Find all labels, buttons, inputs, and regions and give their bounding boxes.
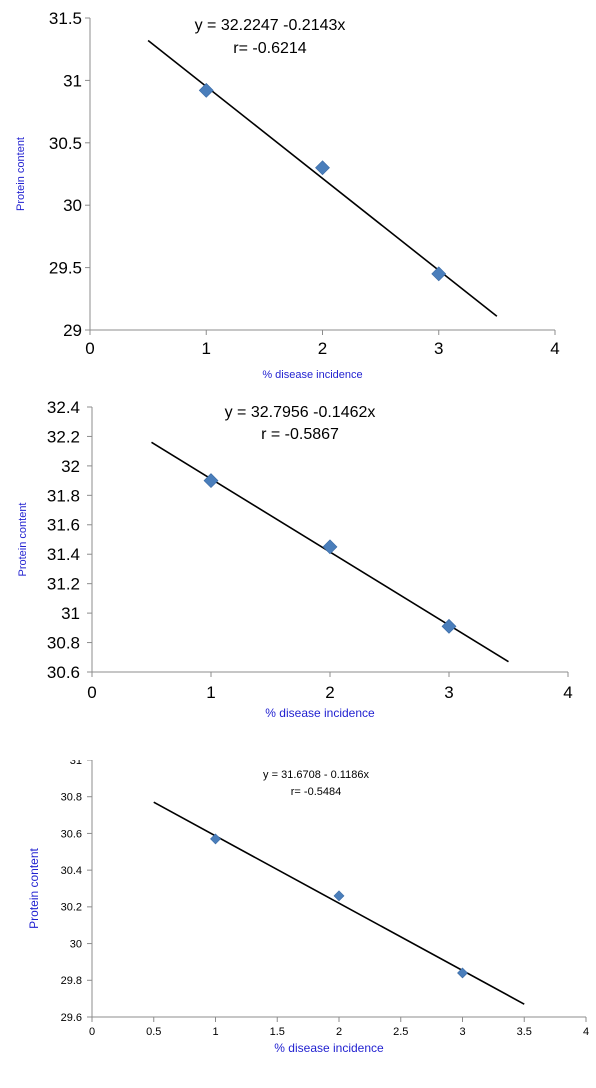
data-point bbox=[315, 160, 330, 176]
y-tick-label: 31 bbox=[70, 760, 82, 767]
y-tick-label: 31 bbox=[63, 71, 82, 90]
x-tick-label: 3 bbox=[444, 683, 453, 702]
y-tick-label: 31 bbox=[61, 604, 80, 623]
data-point bbox=[203, 473, 219, 489]
y-tick-label: 30 bbox=[70, 938, 82, 950]
x-axis-title: % disease incidence bbox=[262, 369, 362, 380]
y-axis-title: Protein content bbox=[27, 847, 41, 928]
y-tick-label: 30.4 bbox=[61, 865, 82, 877]
y-tick-label: 30 bbox=[63, 196, 82, 215]
y-tick-label: 30.8 bbox=[47, 634, 80, 653]
y-tick-label: 31.6 bbox=[47, 516, 80, 535]
y-tick-label: 31.8 bbox=[47, 486, 80, 505]
correlation-coefficient: r= -0.5484 bbox=[291, 786, 341, 798]
chart-1: 29 29.5 30 30.5 31 31.5 0 1 2 3 4 % disease inciden… bbox=[15, 9, 560, 380]
x-tick-label: 4 bbox=[583, 1026, 589, 1038]
data-point bbox=[210, 833, 221, 845]
y-tick-label: 30.6 bbox=[61, 828, 82, 840]
x-tick-label: 4 bbox=[550, 339, 559, 358]
y-axis-title: Protein content bbox=[17, 503, 29, 577]
regression-equation: y = 32.2247 -0.2143x bbox=[195, 17, 346, 34]
x-tick-label: 3 bbox=[459, 1026, 465, 1038]
data-point bbox=[431, 266, 447, 282]
y-tick-label: 31.4 bbox=[47, 545, 80, 564]
x-axis-title: % disease incidence bbox=[265, 706, 375, 720]
x-tick-label: 0.5 bbox=[146, 1026, 161, 1038]
x-tick-label: 1.5 bbox=[270, 1026, 285, 1038]
data-point bbox=[441, 618, 457, 634]
x-tick-label: 2 bbox=[325, 683, 334, 702]
x-tick-label: 0 bbox=[85, 339, 94, 358]
y-tick-label: 30.5 bbox=[49, 134, 82, 153]
x-tick-label: 1 bbox=[212, 1026, 218, 1038]
x-tick-label: 2.5 bbox=[393, 1026, 408, 1038]
y-tick-label: 32.2 bbox=[47, 427, 80, 446]
x-tick-label: 0 bbox=[89, 1026, 95, 1038]
y-tick-label: 31.5 bbox=[49, 9, 82, 28]
data-point bbox=[198, 82, 214, 98]
trend-line bbox=[153, 801, 525, 1005]
y-tick-label: 29 bbox=[63, 321, 82, 340]
data-point bbox=[322, 539, 338, 555]
y-tick-label: 30.8 bbox=[61, 792, 82, 804]
chart-3: 29.6 29.8 30 30.2 30.4 30.6 30.8 31 0 0.5 1 1.5 2 2.5… bbox=[27, 760, 589, 1055]
y-tick-label: 30.6 bbox=[47, 663, 80, 682]
x-tick-label: 3.5 bbox=[517, 1026, 532, 1038]
chart-2: 30.6 30.8 31 31.2 31.4 31.6 31.8 32 32.2 32.4 0 1 2 3… bbox=[17, 398, 573, 720]
regression-equation: y = 32.7956 -0.1462x bbox=[225, 404, 376, 421]
correlation-coefficient: r = -0.5867 bbox=[261, 426, 339, 443]
y-tick-label: 29.6 bbox=[61, 1012, 82, 1024]
x-axis-title: % disease incidence bbox=[274, 1041, 384, 1055]
x-tick-label: 3 bbox=[434, 339, 443, 358]
y-tick-label: 32 bbox=[61, 457, 80, 476]
y-tick-label: 30.2 bbox=[61, 902, 82, 914]
y-tick-label: 29.8 bbox=[61, 975, 82, 987]
y-tick-label: 29.5 bbox=[49, 259, 82, 278]
y-axis-title: Protein content bbox=[15, 137, 27, 211]
data-point bbox=[457, 967, 468, 979]
y-tick-label: 32.4 bbox=[47, 398, 80, 417]
x-tick-label: 4 bbox=[563, 683, 572, 702]
x-tick-label: 0 bbox=[87, 683, 96, 702]
x-tick-label: 2 bbox=[318, 339, 327, 358]
data-point bbox=[333, 890, 345, 902]
x-tick-label: 1 bbox=[206, 683, 215, 702]
correlation-coefficient: r= -0.6214 bbox=[233, 40, 306, 57]
y-tick-label: 31.2 bbox=[47, 575, 80, 594]
x-tick-label: 2 bbox=[336, 1026, 342, 1038]
x-tick-label: 1 bbox=[202, 339, 211, 358]
regression-equation: y = 31.6708 - 0.1186x bbox=[263, 769, 369, 781]
